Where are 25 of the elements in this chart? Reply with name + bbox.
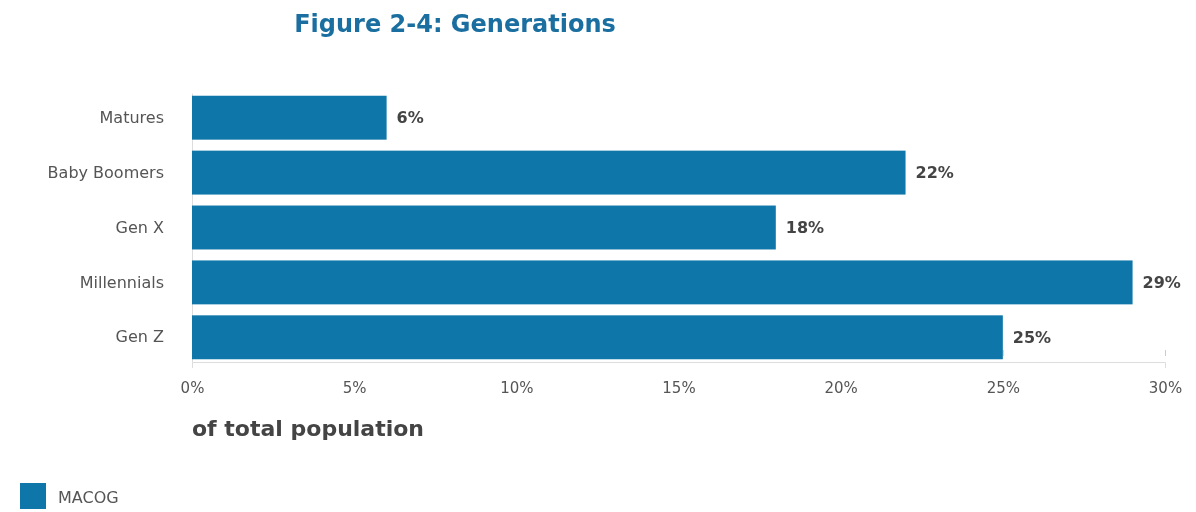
chart-title: Figure 2-4: Generations — [294, 10, 616, 38]
bar — [192, 205, 776, 250]
text: 29% — [1142, 273, 1181, 292]
text: 18% — [785, 218, 825, 238]
text: 6% — [396, 108, 424, 128]
y-tick-label: Baby Boomers — [47, 162, 164, 182]
y-tick-label: Millennials — [79, 272, 164, 292]
x-tick-label: 20% — [824, 378, 858, 397]
bar — [192, 260, 1133, 305]
x-tick-label: 30% — [1148, 378, 1183, 397]
y-tick-label: Gen Z — [115, 327, 165, 347]
y-tick-label: Matures — [99, 107, 164, 127]
y-tick-label: Gen X — [115, 217, 165, 237]
bar — [192, 150, 906, 195]
x-tick-label: 25% — [986, 378, 1021, 397]
text: 25% — [1012, 327, 1052, 347]
x-axis-title: of total population — [192, 416, 425, 441]
x-tick-label: 10% — [500, 378, 534, 397]
bar — [192, 315, 1003, 360]
legend-label: MACOG — [58, 488, 119, 507]
x-tick-label: 5% — [342, 378, 367, 397]
text: 22% — [915, 163, 954, 183]
x-tick-label: 15% — [662, 378, 696, 397]
x-tick-label: 0% — [180, 378, 205, 397]
bar — [192, 95, 387, 140]
